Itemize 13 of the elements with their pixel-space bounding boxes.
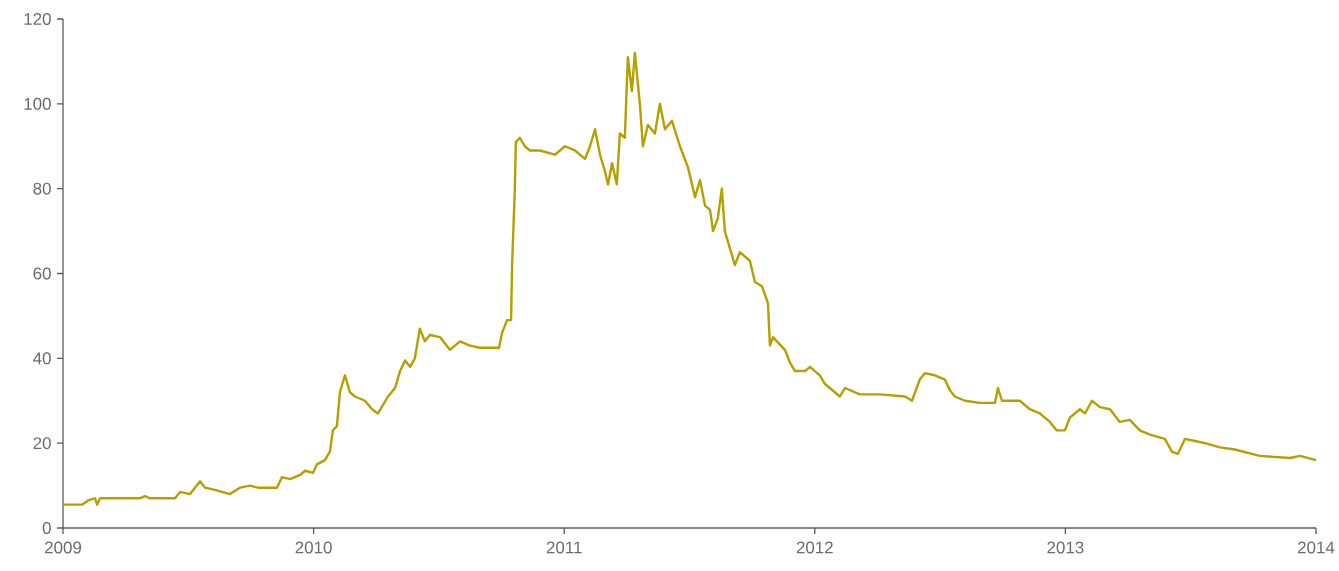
- x-tick-label: 2013: [1047, 541, 1084, 554]
- y-tick-label: 100: [24, 97, 51, 110]
- x-tick-label: 2010: [295, 541, 332, 554]
- y-tick-label: 80: [33, 182, 51, 195]
- x-tick-label: 2014: [1297, 541, 1335, 554]
- y-tick-label: 0: [42, 521, 51, 534]
- x-tick-label: 2012: [796, 541, 833, 554]
- x-tick-label: 2011: [546, 541, 582, 554]
- y-tick-label: 60: [33, 267, 51, 280]
- y-tick-label: 40: [33, 352, 51, 365]
- y-tick-label: 120: [24, 12, 51, 25]
- x-tick-label: 2009: [45, 541, 82, 554]
- y-tick-label: 20: [33, 437, 51, 450]
